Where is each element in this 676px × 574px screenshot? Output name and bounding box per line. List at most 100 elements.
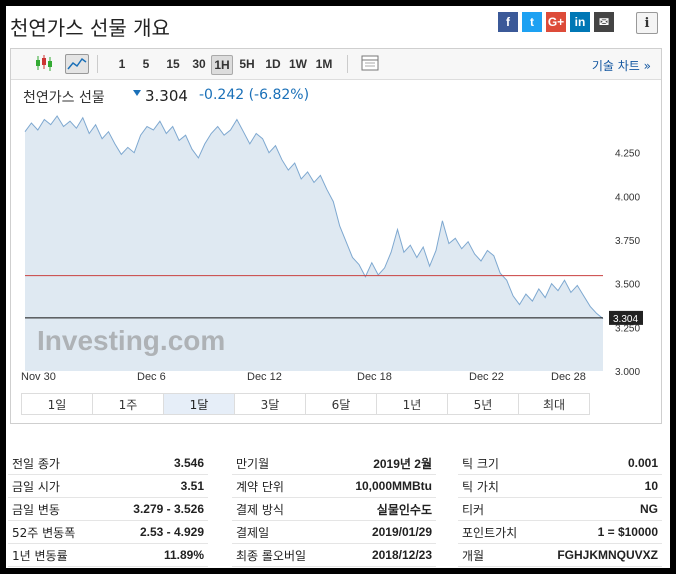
facebook-icon[interactable]: f <box>498 12 518 32</box>
page-title: 천연가스 선물 개요 <box>10 16 170 40</box>
range-selector: 1일 1주 1달 3달 6달 1년 5년 최대 <box>21 393 590 415</box>
info-label: 포인트가치 <box>458 520 534 544</box>
timeframe-5H[interactable]: 5H <box>239 57 255 71</box>
x-tick-label: Nov 30 <box>21 371 56 381</box>
y-tick-label: 3.750 <box>615 236 640 247</box>
y-tick-label: 3.500 <box>615 280 640 291</box>
info-row: 포인트가치 1 = $10000 <box>458 520 662 544</box>
info-label: 개월 <box>458 543 534 567</box>
y-tick-label: 3.250 <box>615 323 640 334</box>
price-change: -0.242 (-6.82%) <box>199 87 310 103</box>
info-value: 실물인수도 <box>329 497 436 521</box>
range-5[interactable]: 6달 <box>306 394 377 414</box>
google-plus-icon[interactable]: G+ <box>546 12 566 32</box>
info-value: 2019년 2월 <box>329 452 436 475</box>
info-row: 틱 크기 0.001 <box>458 452 662 475</box>
timeframe-30[interactable]: 30 <box>192 57 206 71</box>
info-row: 계약 단위 10,000MMBtu <box>232 474 436 498</box>
current-price-tag <box>609 310 643 325</box>
range-1[interactable]: 1일 <box>22 394 93 414</box>
info-value: FGHJKMNQUVXZ <box>533 543 662 567</box>
timeframe-15[interactable]: 15 <box>166 57 180 71</box>
info-row: 52주 변동폭 2.53 - 4.929 <box>8 520 208 544</box>
info-value: 0.001 <box>533 452 662 475</box>
timeframe-1M[interactable]: 1M <box>315 57 333 71</box>
info-value: 2.53 - 4.929 <box>103 520 208 544</box>
twitter-icon[interactable]: t <box>522 12 542 32</box>
investing-watermark: Investing.com <box>37 325 225 356</box>
info-label: 만기월 <box>232 452 330 475</box>
range-4[interactable]: 3달 <box>235 394 306 414</box>
y-tick-label: 4.000 <box>615 192 640 203</box>
info-label: 금일 시가 <box>8 474 103 498</box>
chart-toolbar: 1 5 15 30 1H 5H 1D 1W 1M 기술 차트 » <box>11 49 661 80</box>
price-chart[interactable]: Investing.com 4.250 4.000 3.750 3.500 3.250 3.… <box>11 109 661 381</box>
info-table-2: 만기월 2019년 2월 계약 단위 10,000MMBtu 결제 방식 실물인수도 결제일… <box>232 452 436 567</box>
timeframe-1W[interactable]: 1W <box>289 57 307 71</box>
info-row: 금일 시가 3.51 <box>8 474 208 498</box>
info-value: 1 = $10000 <box>533 520 662 544</box>
down-arrow-icon <box>133 90 141 96</box>
price-line <box>24 115 604 319</box>
info-row: 결제 방식 실물인수도 <box>232 497 436 521</box>
info-table-3: 틱 크기 0.001 틱 가치 10 티커 NG 포인트가치 1 = $10000 개월 FGHJ… <box>458 452 662 567</box>
range-3[interactable]: 1달 <box>164 394 235 414</box>
price-area <box>25 116 603 371</box>
info-label: 계약 단위 <box>232 474 330 498</box>
chart-container: 1 5 15 30 1H 5H 1D 1W 1M 기술 차트 » 천연가스 선물 3.304 -… <box>10 48 662 424</box>
range-7[interactable]: 5년 <box>448 394 519 414</box>
info-value: 3.279 - 3.526 <box>103 497 208 521</box>
y-tick-label: 4.250 <box>615 149 640 160</box>
range-8[interactable]: 최대 <box>542 397 566 412</box>
info-row: 만기월 2019년 2월 <box>232 452 436 475</box>
x-tick-label: Dec 22 <box>469 371 504 381</box>
info-value: 10 <box>533 474 662 498</box>
info-row: 1년 변동률 11.89% <box>8 543 208 567</box>
timeframe-1[interactable]: 1 <box>118 57 126 71</box>
email-icon[interactable]: ✉ <box>594 12 614 32</box>
x-tick-label: Dec 12 <box>247 371 282 381</box>
range-2[interactable]: 1주 <box>93 394 164 414</box>
info-table-1: 전일 종가 3.546 금일 시가 3.51 금일 변동 3.279 - 3.526 52주… <box>8 452 208 567</box>
info-label: 금일 변동 <box>8 497 103 521</box>
info-value: 2019/01/29 <box>329 520 436 544</box>
info-label: 최종 롤오버일 <box>232 543 330 567</box>
info-row: 최종 롤오버일 2018/12/23 <box>232 543 436 567</box>
info-row: 결제일 2019/01/29 <box>232 520 436 544</box>
info-row: 개월 FGHJKMNQUVXZ <box>458 543 662 567</box>
info-label: 52주 변동폭 <box>8 520 103 544</box>
info-label: 전일 종가 <box>8 452 103 475</box>
y-tick-label: 3.000 <box>615 367 640 378</box>
info-value: 3.546 <box>103 452 208 475</box>
info-row: 틱 가치 10 <box>458 474 662 498</box>
info-label: 틱 크기 <box>458 452 534 475</box>
info-value: 11.89% <box>103 543 208 567</box>
timeframe-5[interactable]: 5 <box>142 57 150 71</box>
info-value: 2018/12/23 <box>329 543 436 567</box>
linkedin-icon[interactable]: in <box>570 12 590 32</box>
info-row: 금일 변동 3.279 - 3.526 <box>8 497 208 521</box>
x-tick-label: Dec 28 <box>551 371 586 381</box>
range-6[interactable]: 1년 <box>377 394 448 414</box>
technical-chart-link[interactable]: 기술 차트 » <box>591 59 651 73</box>
info-label: 1년 변동률 <box>8 543 103 567</box>
info-label: 틱 가치 <box>458 474 534 498</box>
info-value: 3.51 <box>103 474 208 498</box>
timeframe-1D[interactable]: 1D <box>265 57 281 71</box>
timeframe-1H[interactable]: 1H <box>211 55 233 75</box>
info-row: 티커 NG <box>458 497 662 521</box>
info-label: 결제 방식 <box>232 497 330 521</box>
x-tick-label: Dec 6 <box>137 371 166 381</box>
info-button[interactable]: i <box>636 12 658 34</box>
x-tick-label: Dec 18 <box>357 371 392 381</box>
info-label: 결제일 <box>232 520 330 544</box>
line-chart-icon[interactable] <box>65 54 89 74</box>
settings-panel-icon[interactable] <box>359 54 381 72</box>
info-row: 전일 종가 3.546 <box>8 452 208 475</box>
candlestick-icon[interactable] <box>33 54 55 72</box>
overview-panel: 천연가스 선물 개요 f t G+ in ✉ i 1 5 15 30 1H 5H 1D 1W 1M 기술… <box>6 6 670 568</box>
symbol-name: 천연가스 선물 <box>23 90 105 106</box>
share-buttons: f t G+ in ✉ <box>498 12 614 32</box>
info-label: 티커 <box>458 497 534 521</box>
info-value: NG <box>533 497 662 521</box>
